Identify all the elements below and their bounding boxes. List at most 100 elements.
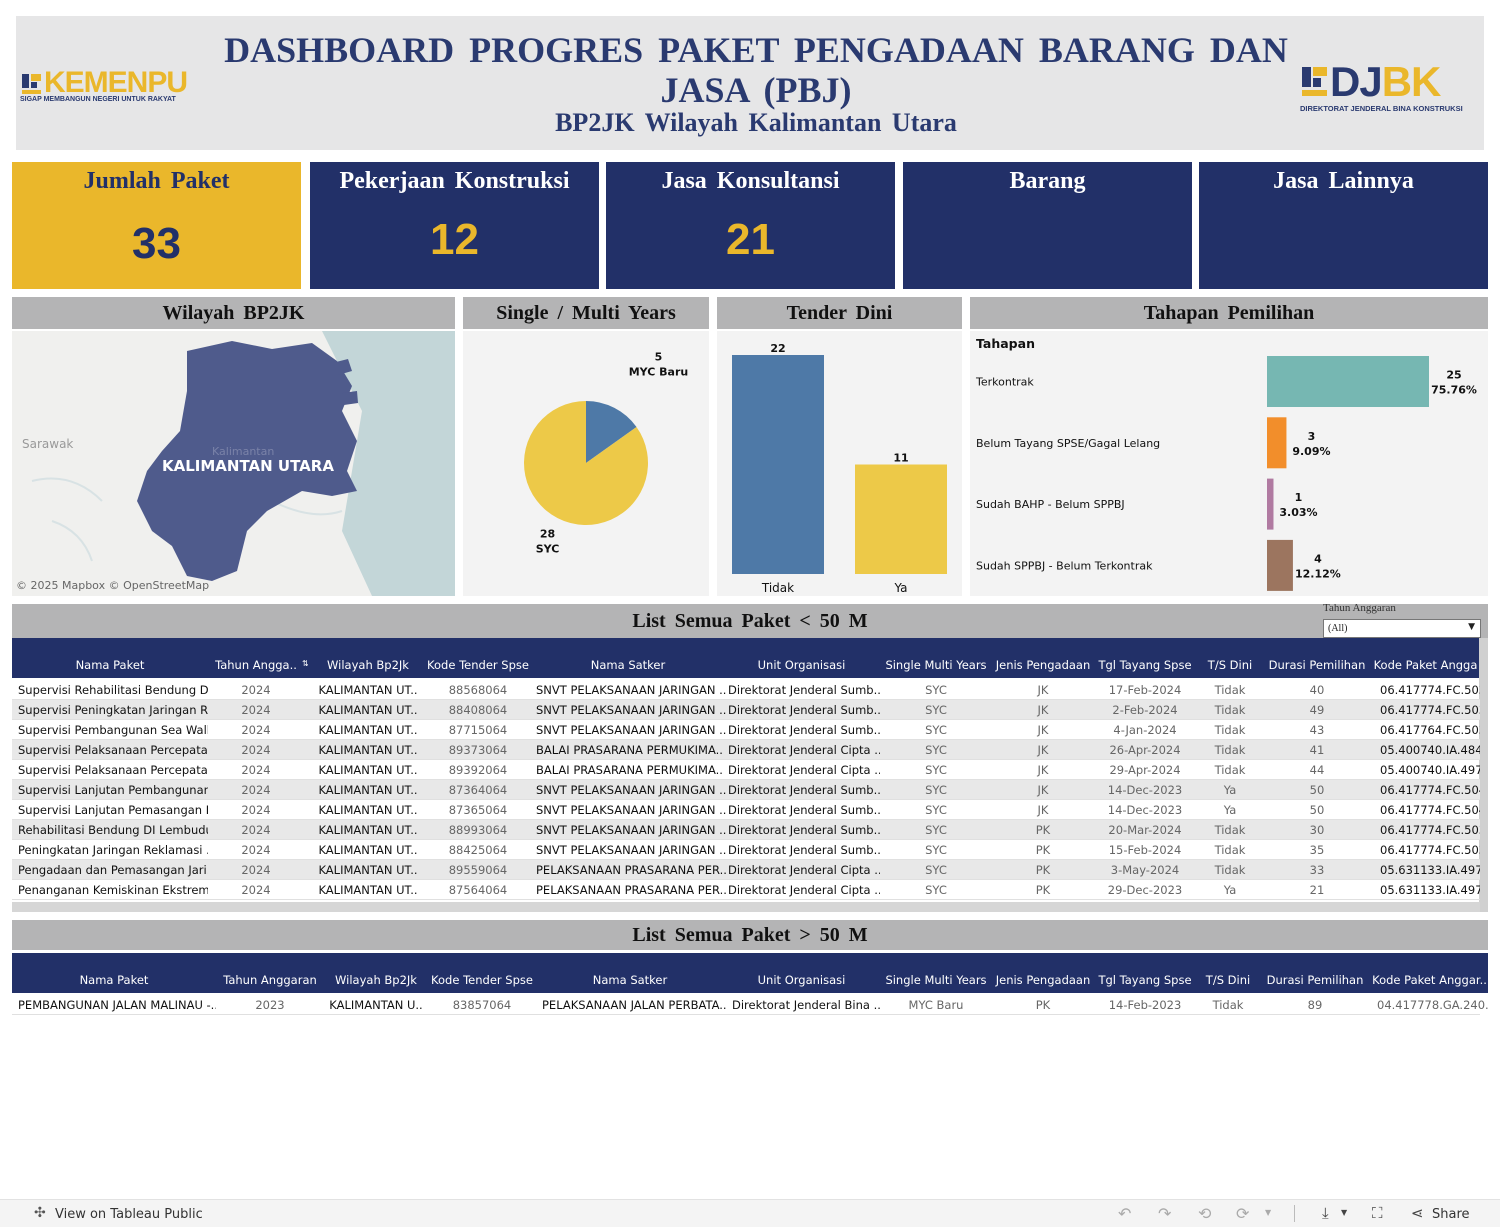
table-cell: Pengadaan dan Pemasangan Jari.. (18, 863, 208, 877)
table-row[interactable]: Supervisi Rehabilitasi Bendung DI.. 2024 K… (12, 680, 1480, 700)
region-map[interactable]: Sarawak Kalimantan KALIMANTAN UTARA © 20… (12, 331, 455, 596)
col-durasi[interactable]: Durasi Pemilihan (1266, 973, 1364, 987)
col-kode-tender[interactable]: Kode Tender Spse (431, 973, 533, 987)
col-nama-paket[interactable]: Nama Paket (79, 973, 149, 987)
redo-icon[interactable]: ↷ (1158, 1204, 1172, 1223)
table-row[interactable]: Supervisi Peningkatan Jaringan R.. 2024 KA… (12, 700, 1480, 720)
col-tgl-tayang[interactable]: Tgl Tayang Spse (1098, 973, 1192, 987)
col-unit-organisasi[interactable]: Unit Organisasi (757, 658, 846, 672)
table-cell: 14-Dec-2023 (1107, 803, 1183, 817)
map-attribution[interactable]: © 2025 Mapbox © OpenStreetMap (16, 579, 210, 592)
table-row[interactable]: Supervisi Lanjutan Pemasangan P.. 2024 KAL… (12, 800, 1480, 820)
col-durasi[interactable]: Durasi Pemilihan (1268, 658, 1366, 672)
table-cell: SNVT PELAKSANAAN JARINGAN .. (536, 803, 726, 817)
col-nama-paket[interactable]: Nama Paket (75, 658, 145, 672)
col-wilayah[interactable]: Wilayah Bp2Jk (335, 973, 417, 987)
col-unit-organisasi[interactable]: Unit Organisasi (757, 973, 846, 987)
col-kode-paket[interactable]: Kode Paket Angga (1373, 658, 1478, 672)
col-jenis-pengadaan[interactable]: Jenis Pengadaan (995, 658, 1091, 672)
col-ts-dini[interactable]: T/S Dini (1207, 658, 1253, 672)
table-row[interactable]: Penanganan Kemiskinan Ekstrem .. 2024 KALI… (12, 880, 1480, 900)
tahapan-bar-value: 25 (1446, 369, 1461, 382)
table-row[interactable]: Supervisi Pelaksanaan Percepata.. 2024 KAL… (12, 760, 1480, 780)
tender-dini-bar-chart[interactable]: 22 Tidak 11 Ya (717, 331, 962, 596)
col-kode-paket[interactable]: Kode Paket Anggar.. (1372, 973, 1487, 987)
table-cell: 89373064 (448, 743, 508, 757)
table-cell: 06.417774.FC.5040 (1380, 803, 1480, 817)
djbk-tagline: DIREKTORAT JENDERAL BINA KONSTRUKSI (1300, 104, 1463, 113)
table-cell: KALIMANTAN UT.. (318, 783, 418, 797)
table-cell: 2024 (241, 843, 271, 857)
table-cell: 88568064 (448, 683, 508, 697)
table-row[interactable]: Supervisi Pembangunan Sea Wall .. 2024 KAL… (12, 720, 1480, 740)
col-nama-satker[interactable]: Nama Satker (590, 658, 666, 672)
tahapan-bar (1267, 356, 1429, 407)
table-small-body: Supervisi Rehabilitasi Bendung DI.. 2024 K… (12, 680, 1480, 902)
col-wilayah[interactable]: Wilayah Bp2Jk (327, 658, 409, 672)
table-cell: Supervisi Pembangunan Sea Wall .. (18, 723, 208, 737)
table-cell: KALIMANTAN UT.. (318, 683, 418, 697)
table-cell: 2024 (241, 883, 271, 897)
table-cell: 89 (1307, 998, 1323, 1012)
table-cell: 89392064 (448, 763, 508, 777)
table-cell: Direktorat Jenderal Sumb.. (728, 783, 880, 797)
map-neighbor-label: Sarawak (22, 437, 74, 451)
sort-icon[interactable]: ⇅ (302, 659, 308, 668)
table-cell: Tidak (1214, 823, 1246, 837)
table-cell: 49 (1309, 703, 1325, 717)
fullscreen-icon[interactable]: ⛶ (1372, 1204, 1383, 1222)
download-icon[interactable]: ⤓ (1322, 1204, 1329, 1222)
single-multi-pie-chart[interactable]: 5 MYC Baru 28 SYC (463, 331, 709, 596)
table-cell: JK (1037, 783, 1049, 797)
table-cell: 05.631133.IA.4973 (1380, 863, 1480, 877)
undo-icon[interactable]: ↶ (1118, 1204, 1132, 1223)
table-row[interactable]: Pengadaan dan Pemasangan Jari.. 2024 KALIM… (12, 860, 1480, 880)
col-single-multi[interactable]: Single Multi Years (885, 658, 987, 672)
pie-slice (586, 401, 637, 463)
table-cell: SYC (925, 823, 947, 837)
table-cell: JK (1037, 803, 1049, 817)
col-nama-satker[interactable]: Nama Satker (592, 973, 668, 987)
table-cell: 14-Dec-2023 (1107, 783, 1183, 797)
map-region-label: KALIMANTAN UTARA (162, 457, 334, 475)
refresh-icon[interactable]: ⟳ (1236, 1204, 1250, 1223)
refresh-dropdown-icon[interactable]: ▼ (1265, 1208, 1272, 1217)
col-tahun-anggaran[interactable]: Tahun Angga.. (215, 658, 297, 672)
table-horizontal-scrollbar[interactable] (12, 902, 1480, 912)
table-cell: 2024 (241, 823, 271, 837)
table-cell: 30 (1309, 823, 1325, 837)
col-jenis-pengadaan[interactable]: Jenis Pengadaan (995, 973, 1091, 987)
table-cell: 35 (1309, 843, 1325, 857)
kpi-value: 33 (132, 219, 181, 268)
col-kode-tender[interactable]: Kode Tender Spse (427, 658, 529, 672)
share-button[interactable]: Share (1432, 1207, 1470, 1222)
tahapan-bar-chart[interactable]: Tahapan Terkontrak 25 75.76% Belum Tayang SP… (970, 331, 1488, 596)
table-cell: KALIMANTAN UT.. (318, 723, 418, 737)
table-cell: SNVT PELAKSANAAN JARINGAN .. (536, 783, 726, 797)
table-row[interactable]: Rehabilitasi Bendung DI Lembudu.. 2024 KAL… (12, 820, 1480, 840)
share-icon[interactable]: ⋖ (1411, 1204, 1424, 1222)
col-single-multi[interactable]: Single Multi Years (885, 973, 987, 987)
table-row[interactable]: Peningkatan Jaringan Reklamasi .. 2024 KAL… (12, 840, 1480, 860)
table-cell: Direktorat Jenderal Sumb.. (728, 703, 880, 717)
view-on-tableau-link[interactable]: View on Tableau Public (55, 1207, 203, 1222)
tableau-icon[interactable]: ✣ (34, 1205, 46, 1221)
tahun-anggaran-filter[interactable]: (All) ▼ (1323, 619, 1481, 638)
table-cell: PEMBANGUNAN JALAN MALINAU -.. (18, 998, 216, 1012)
table-row[interactable]: PEMBANGUNAN JALAN MALINAU -.. 2023 KALIMAN… (12, 995, 1488, 1015)
revert-icon[interactable]: ⟲ (1198, 1204, 1212, 1223)
table-cell: 2023 (255, 998, 285, 1012)
table-cell: Direktorat Jenderal Sumb.. (728, 723, 880, 737)
col-tahun-anggaran[interactable]: Tahun Anggaran (223, 973, 317, 987)
table-row[interactable]: Supervisi Lanjutan Pembangunan.. 2024 KALI… (12, 780, 1480, 800)
col-ts-dini[interactable]: T/S Dini (1205, 973, 1251, 987)
table-scrollbar[interactable] (1479, 638, 1488, 912)
table-cell: 2024 (241, 763, 271, 777)
table-cell: SYC (925, 703, 947, 717)
table-cell: JK (1037, 703, 1049, 717)
dashboard-subtitle: BP2JK Wilayah Kalimantan Utara (555, 108, 957, 137)
table-row[interactable]: Supervisi Pelaksanaan Percepata.. 2024 KAL… (12, 740, 1480, 760)
download-dropdown-icon[interactable]: ▼ (1341, 1208, 1348, 1217)
table-cell: Direktorat Jenderal Cipta .. (728, 763, 880, 777)
col-tgl-tayang[interactable]: Tgl Tayang Spse (1098, 658, 1192, 672)
